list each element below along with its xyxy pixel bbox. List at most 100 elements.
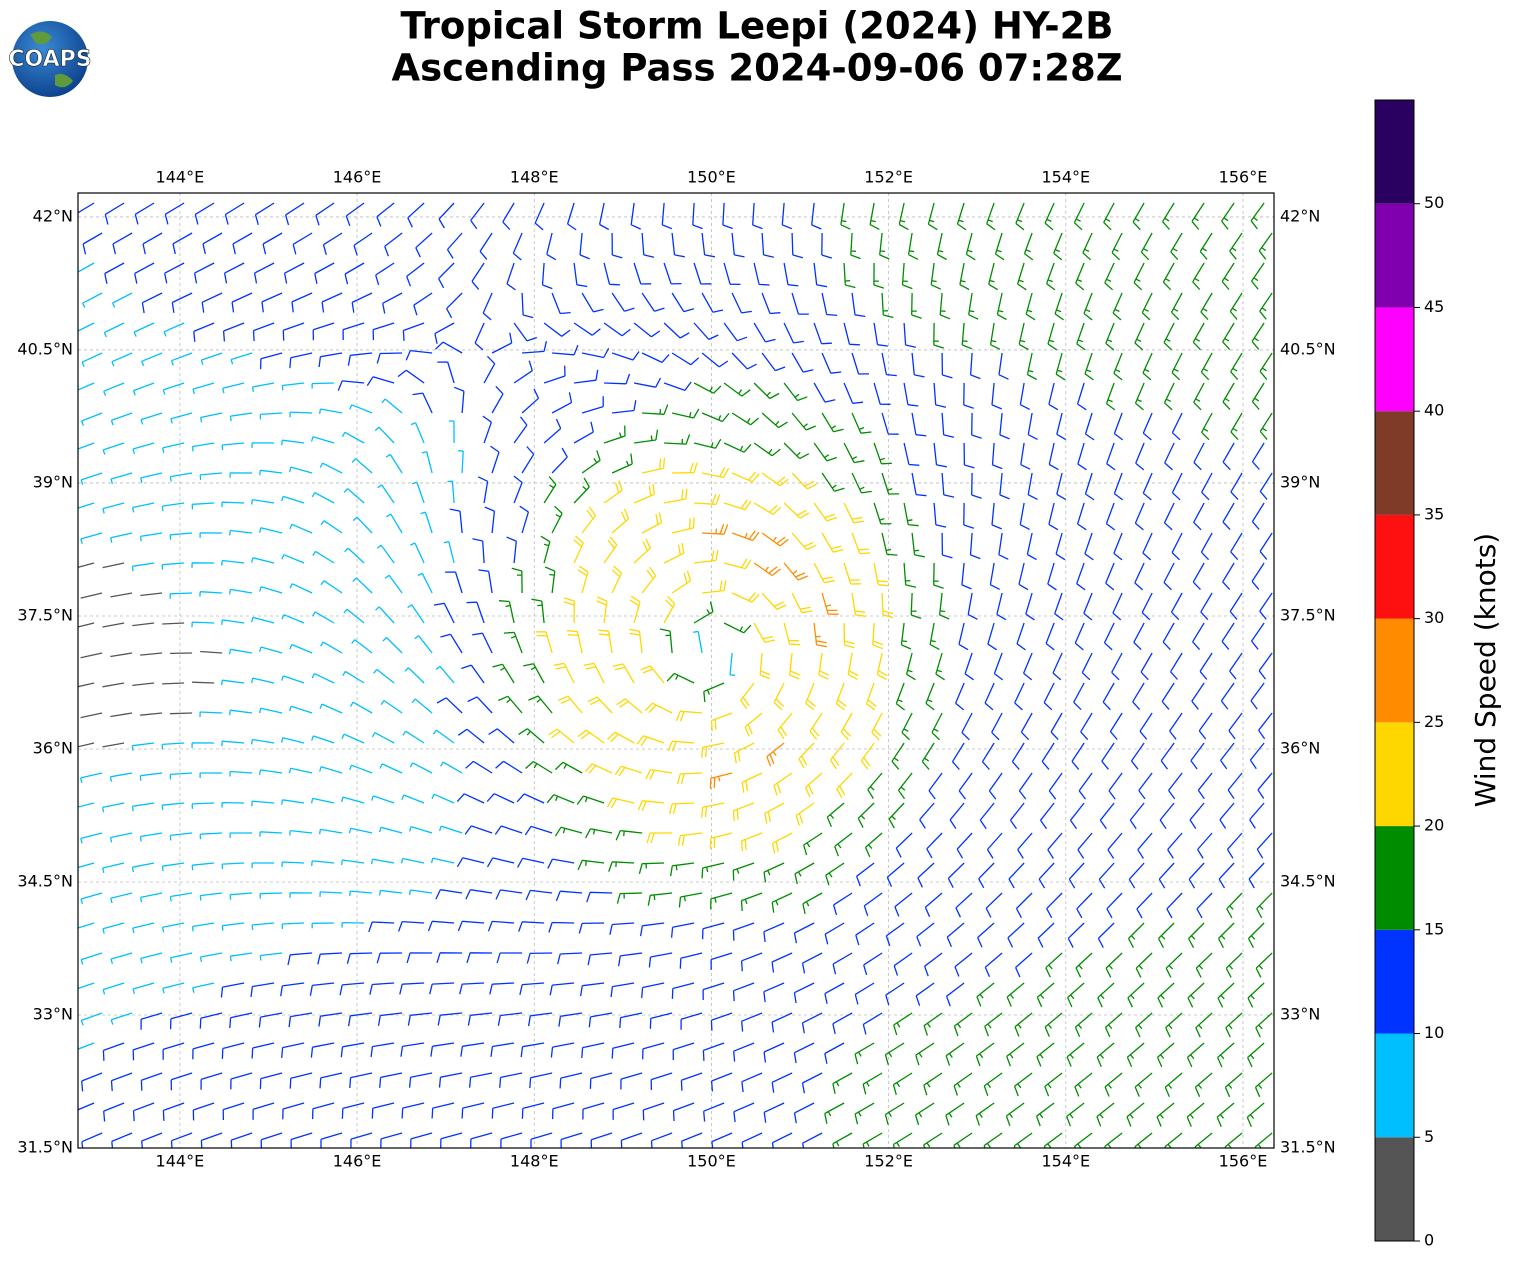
wind-barb xyxy=(170,893,192,901)
wind-barb xyxy=(613,1103,634,1120)
wind-barb xyxy=(73,623,94,628)
wind-barb xyxy=(608,798,635,808)
wind-barb xyxy=(401,1043,424,1057)
wind-barb xyxy=(642,353,669,362)
wind-barb xyxy=(432,858,455,863)
wind-barb xyxy=(82,353,102,367)
wind-barb xyxy=(111,533,132,543)
wind-barb xyxy=(710,833,732,849)
wind-barb xyxy=(432,794,454,803)
wind-barb xyxy=(672,923,695,938)
wind-barb xyxy=(612,454,632,473)
wind-barb xyxy=(844,323,860,345)
wind-barb xyxy=(1112,233,1122,260)
wind-barb xyxy=(1127,1103,1144,1127)
wind-barb xyxy=(1201,293,1212,320)
wind-barb xyxy=(882,293,893,318)
wind-barb xyxy=(702,293,723,312)
wind-barb xyxy=(225,203,244,225)
wind-barb xyxy=(1143,353,1152,380)
wind-barb xyxy=(924,1073,942,1095)
wind-barb xyxy=(1189,923,1205,948)
wind-barb xyxy=(574,370,598,383)
wind-barb xyxy=(764,1043,784,1062)
wind-barb xyxy=(489,729,515,743)
wind-barb xyxy=(582,396,603,413)
wind-barb xyxy=(864,953,882,975)
wind-barb xyxy=(1105,623,1115,650)
wind-barb xyxy=(617,893,642,904)
wind-barb xyxy=(988,623,997,650)
wind-barb xyxy=(1163,203,1175,230)
wind-barb xyxy=(814,383,835,402)
wind-barb xyxy=(260,770,282,775)
wind-barb xyxy=(1201,533,1212,560)
wind-barb xyxy=(1164,563,1174,590)
wind-barb xyxy=(201,1073,222,1090)
wind-barb xyxy=(532,599,545,623)
wind-barb xyxy=(639,863,664,874)
wind-barb xyxy=(609,862,634,872)
wind-barb xyxy=(1083,233,1092,260)
wind-barb xyxy=(979,863,994,888)
lat-label: 31.5°N xyxy=(1280,1138,1336,1157)
wind-barb xyxy=(1076,263,1084,290)
wind-barb xyxy=(499,601,514,623)
wind-barb xyxy=(433,730,454,743)
wind-barb xyxy=(784,443,809,459)
wind-barb xyxy=(439,263,455,288)
wind-barb xyxy=(1165,383,1175,410)
wind-barb xyxy=(1132,743,1145,769)
wind-barb xyxy=(1172,533,1182,560)
wind-barb xyxy=(1200,233,1212,259)
wind-barb xyxy=(814,563,834,583)
wind-barb xyxy=(767,743,784,766)
wind-barb xyxy=(462,1103,484,1119)
wind-barb xyxy=(774,773,792,795)
wind-barb xyxy=(1257,893,1272,918)
wind-barb xyxy=(1021,713,1032,740)
wind-barb xyxy=(338,381,364,391)
wind-barb xyxy=(83,233,102,254)
wind-barb xyxy=(313,612,335,623)
wind-barb xyxy=(703,983,724,1000)
wind-barb xyxy=(445,572,462,593)
wind-barb xyxy=(252,1043,274,1058)
wind-barb xyxy=(803,893,822,914)
wind-barb xyxy=(772,1133,792,1153)
wind-barb xyxy=(261,353,283,369)
wind-barb xyxy=(940,593,950,619)
wind-barb xyxy=(408,203,424,227)
wind-barb xyxy=(837,773,852,798)
wind-barb xyxy=(410,1073,433,1088)
wind-barb xyxy=(874,383,891,404)
wind-barb xyxy=(825,983,844,1004)
wind-barb xyxy=(804,833,822,855)
wind-barb xyxy=(745,713,762,737)
wind-barb xyxy=(104,1103,124,1122)
wind-barb xyxy=(794,983,814,1003)
wind-barb xyxy=(140,593,162,596)
wind-barb xyxy=(547,795,574,803)
wind-barb xyxy=(1143,533,1152,560)
wind-barb xyxy=(634,484,654,503)
wind-barb xyxy=(679,833,703,846)
lon-label: 144°E xyxy=(156,1152,205,1171)
wind-barb xyxy=(792,353,813,372)
wind-barb xyxy=(1017,893,1033,918)
wind-barb xyxy=(498,696,522,713)
wind-barb xyxy=(827,803,844,827)
wind-barb xyxy=(350,765,372,773)
lon-label: 154°E xyxy=(1041,168,1090,187)
wind-barb xyxy=(762,473,788,486)
wind-barb xyxy=(252,443,274,448)
wind-barb xyxy=(1193,263,1204,290)
wind-barb xyxy=(312,674,334,683)
wind-barb xyxy=(558,696,582,713)
wind-barb xyxy=(868,773,882,799)
wind-barb xyxy=(260,413,282,419)
wind-barb xyxy=(671,863,695,876)
wind-barb xyxy=(192,923,214,931)
wind-barb xyxy=(252,558,275,563)
wind-barb xyxy=(999,533,1008,559)
